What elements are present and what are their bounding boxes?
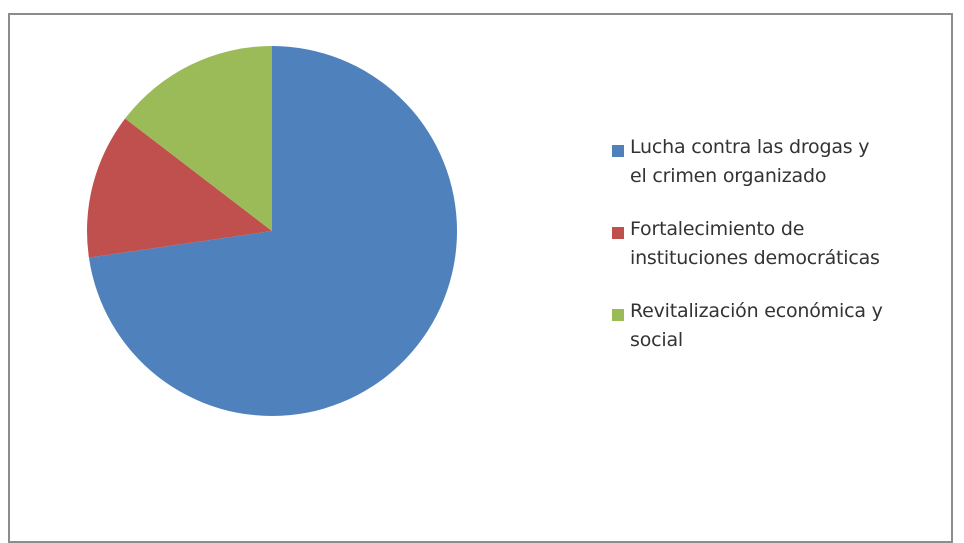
pie-slice-lucha (88, 46, 458, 416)
legend: Lucha contra las drogas y el crimen orga… (612, 133, 962, 379)
pie-slice-fortalecimiento (87, 118, 273, 258)
legend-label-lucha: Lucha contra las drogas y el crimen orga… (630, 136, 870, 187)
legend-item-fortalecimiento: Fortalecimiento de instituciones democrá… (612, 215, 962, 273)
legend-label-revitalizacion: Revitalización económica y social (630, 300, 883, 351)
pie-chart (87, 46, 458, 416)
pie-slice-revitalizacion (125, 46, 272, 231)
legend-item-lucha: Lucha contra las drogas y el crimen orga… (612, 133, 962, 191)
legend-swatch-lucha (612, 145, 624, 157)
legend-item-revitalizacion: Revitalización económica y social (612, 297, 962, 355)
legend-swatch-revitalizacion (612, 309, 624, 321)
legend-swatch-fortalecimiento (612, 227, 624, 239)
legend-label-fortalecimiento: Fortalecimiento de instituciones democrá… (630, 218, 880, 269)
